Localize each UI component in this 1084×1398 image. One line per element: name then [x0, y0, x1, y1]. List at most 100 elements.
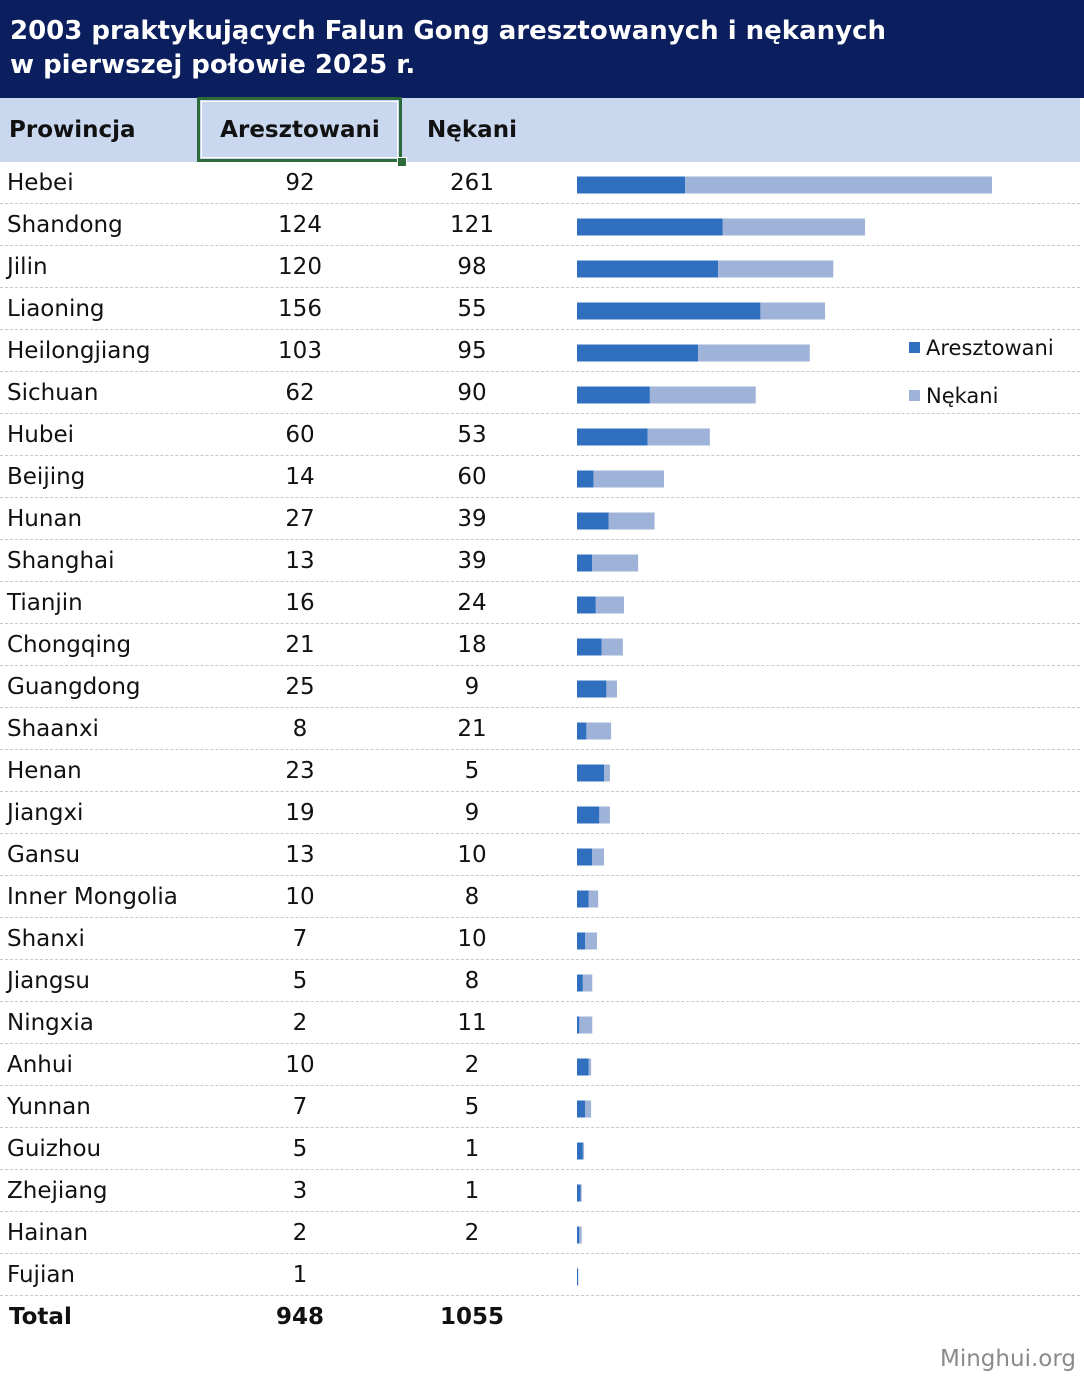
harassed-cell[interactable]: 5 [464, 1094, 480, 1120]
province-cell[interactable]: Tianjin [7, 590, 83, 616]
province-cell[interactable]: Chongqing [7, 632, 132, 658]
table-row: Gansu 13 10 [0, 834, 1080, 876]
arrested-cell[interactable]: 10 [285, 884, 315, 910]
harassed-cell[interactable]: 9 [464, 674, 480, 700]
harassed-cell[interactable]: 2 [464, 1052, 480, 1078]
province-cell[interactable]: Jiangsu [7, 968, 91, 994]
province-cell[interactable]: Anhui [7, 1052, 73, 1078]
arrested-cell[interactable]: 2 [292, 1220, 308, 1246]
table-row: Henan 23 5 [0, 750, 1080, 792]
arrested-cell[interactable]: 27 [285, 506, 315, 532]
province-cell[interactable]: Henan [7, 758, 82, 784]
province-cell[interactable]: Shandong [7, 212, 123, 238]
harassed-cell[interactable]: 90 [457, 380, 487, 406]
table-row: Jiangxi 19 9 [0, 792, 1080, 834]
header-province[interactable]: Prowincja [9, 117, 136, 143]
harassed-cell[interactable]: 55 [457, 296, 487, 322]
harassed-cell[interactable]: 24 [457, 590, 487, 616]
province-cell[interactable]: Hunan [7, 506, 83, 532]
harassed-cell[interactable]: 10 [457, 842, 487, 868]
arrested-cell[interactable]: 120 [278, 254, 322, 280]
arrested-cell[interactable]: 5 [292, 968, 308, 994]
arrested-cell[interactable]: 10 [285, 1052, 315, 1078]
harassed-cell[interactable]: 5 [464, 758, 480, 784]
arrested-cell[interactable]: 3 [292, 1178, 308, 1204]
table-row: Anhui 10 2 [0, 1044, 1080, 1086]
arrested-cell[interactable]: 103 [278, 338, 322, 364]
province-cell[interactable]: Yunnan [7, 1094, 91, 1120]
province-cell[interactable]: Sichuan [7, 380, 99, 406]
province-cell[interactable]: Heilongjiang [7, 338, 151, 364]
header-arrested[interactable]: Aresztowani [220, 117, 380, 143]
arrested-cell[interactable]: 8 [292, 716, 308, 742]
arrested-cell[interactable]: 25 [285, 674, 315, 700]
arrested-cell[interactable]: 2 [292, 1010, 308, 1036]
arrested-cell[interactable]: 92 [285, 170, 315, 196]
province-cell[interactable]: Hubei [7, 422, 75, 448]
total-label: Total [9, 1304, 72, 1330]
table-row: Shanxi 7 10 [0, 918, 1080, 960]
arrested-cell[interactable]: 7 [292, 926, 308, 952]
arrested-cell[interactable]: 23 [285, 758, 315, 784]
table-row: Shandong 124 121 [0, 204, 1080, 246]
province-cell[interactable]: Hainan [7, 1220, 89, 1246]
province-cell[interactable]: Jilin [7, 254, 48, 280]
table-header: Prowincja Aresztowani Nękani [0, 98, 1080, 162]
province-cell[interactable]: Jiangxi [7, 800, 84, 826]
harassed-cell[interactable]: 11 [457, 1010, 487, 1036]
harassed-cell[interactable]: 21 [457, 716, 487, 742]
harassed-cell[interactable] [402, 1254, 542, 1295]
table-row: Guangdong 25 9 [0, 666, 1080, 708]
harassed-cell[interactable]: 60 [457, 464, 487, 490]
province-cell[interactable]: Beijing [7, 464, 86, 490]
province-cell[interactable]: Ningxia [7, 1010, 94, 1036]
harassed-cell[interactable]: 121 [450, 212, 494, 238]
province-cell[interactable]: Zhejiang [7, 1178, 108, 1204]
harassed-cell[interactable]: 10 [457, 926, 487, 952]
selection-fill-handle[interactable] [397, 157, 407, 167]
province-cell[interactable]: Fujian [7, 1262, 76, 1288]
harassed-cell[interactable]: 95 [457, 338, 487, 364]
table-row: Ningxia 2 11 [0, 1002, 1080, 1044]
arrested-cell[interactable]: 13 [285, 842, 315, 868]
harassed-cell[interactable]: 8 [464, 884, 480, 910]
arrested-cell[interactable]: 1 [292, 1262, 308, 1288]
province-cell[interactable]: Shaanxi [7, 716, 99, 742]
province-cell[interactable]: Inner Mongolia [7, 884, 178, 910]
harassed-cell[interactable]: 2 [464, 1220, 480, 1246]
province-cell[interactable]: Hebei [7, 170, 74, 196]
province-cell[interactable]: Guizhou [7, 1136, 102, 1162]
arrested-cell[interactable]: 62 [285, 380, 315, 406]
harassed-cell[interactable]: 9 [464, 800, 480, 826]
arrested-cell[interactable]: 60 [285, 422, 315, 448]
harassed-cell[interactable]: 98 [457, 254, 487, 280]
harassed-cell[interactable]: 1 [464, 1178, 480, 1204]
table-row: Yunnan 7 5 [0, 1086, 1080, 1128]
province-cell[interactable]: Shanxi [7, 926, 85, 952]
harassed-cell[interactable]: 261 [450, 170, 494, 196]
harassed-cell[interactable]: 1 [464, 1136, 480, 1162]
table-row: Hunan 27 39 [0, 498, 1080, 540]
arrested-cell[interactable]: 5 [292, 1136, 308, 1162]
province-cell[interactable]: Shanghai [7, 548, 115, 574]
harassed-cell[interactable]: 39 [457, 506, 487, 532]
harassed-cell[interactable]: 18 [457, 632, 487, 658]
arrested-cell[interactable]: 124 [278, 212, 322, 238]
arrested-cell[interactable]: 19 [285, 800, 315, 826]
arrested-cell[interactable]: 13 [285, 548, 315, 574]
table-row: Liaoning 156 55 [0, 288, 1080, 330]
harassed-cell[interactable]: 53 [457, 422, 487, 448]
arrested-cell[interactable]: 7 [292, 1094, 308, 1120]
table-body: Hebei 92 261 Shandong 124 121 Jilin 120 98 Liaoni… [0, 162, 1084, 1296]
province-cell[interactable]: Liaoning [7, 296, 105, 322]
header-harassed[interactable]: Nękani [427, 117, 517, 143]
arrested-cell[interactable]: 156 [278, 296, 322, 322]
table-row: Chongqing 21 18 [0, 624, 1080, 666]
province-cell[interactable]: Guangdong [7, 674, 141, 700]
arrested-cell[interactable]: 21 [285, 632, 315, 658]
harassed-cell[interactable]: 8 [464, 968, 480, 994]
harassed-cell[interactable]: 39 [457, 548, 487, 574]
arrested-cell[interactable]: 16 [285, 590, 315, 616]
arrested-cell[interactable]: 14 [285, 464, 315, 490]
province-cell[interactable]: Gansu [7, 842, 81, 868]
